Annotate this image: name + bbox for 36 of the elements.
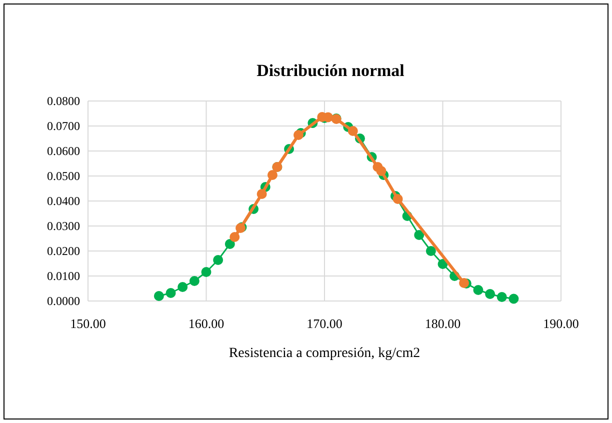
point	[473, 285, 484, 295]
y-tick-label: 0.0700	[47, 119, 80, 134]
y-tick-label: 0.0100	[47, 269, 80, 284]
point	[201, 267, 212, 277]
x-tick-label: 190.00	[543, 316, 579, 331]
y-tick-label: 0.0400	[47, 194, 80, 208]
point	[348, 126, 358, 136]
point	[256, 189, 267, 199]
chart-title: Distribución normal	[256, 61, 405, 80]
point	[224, 239, 235, 249]
point	[496, 292, 507, 302]
x-tick-label: 150.00	[70, 316, 106, 331]
point	[267, 170, 278, 180]
y-tick-label: 0.0200	[47, 244, 80, 258]
point	[392, 194, 403, 204]
point	[376, 166, 386, 176]
point	[154, 291, 164, 301]
point	[426, 246, 436, 256]
y-tick-label: 0.0000	[47, 294, 80, 308]
point	[293, 130, 304, 140]
y-tick-label: 0.0500	[47, 169, 80, 184]
y-tick-label: 0.0300	[47, 219, 80, 234]
point	[414, 230, 424, 240]
point	[230, 232, 240, 242]
point	[508, 294, 519, 304]
y-tick-label: 0.0600	[47, 144, 80, 158]
point	[166, 288, 176, 298]
point	[189, 276, 200, 286]
x-tick-label: 180.00	[424, 316, 461, 331]
y-tick-label: 0.0800	[47, 94, 80, 108]
point	[213, 255, 224, 265]
x-axis-title: Resistencia a compresión, kg/cm2	[228, 346, 420, 361]
point	[485, 289, 496, 299]
x-tick-label: 160.00	[188, 316, 224, 331]
x-tick-label: 170.00	[306, 316, 342, 331]
point	[178, 282, 188, 292]
